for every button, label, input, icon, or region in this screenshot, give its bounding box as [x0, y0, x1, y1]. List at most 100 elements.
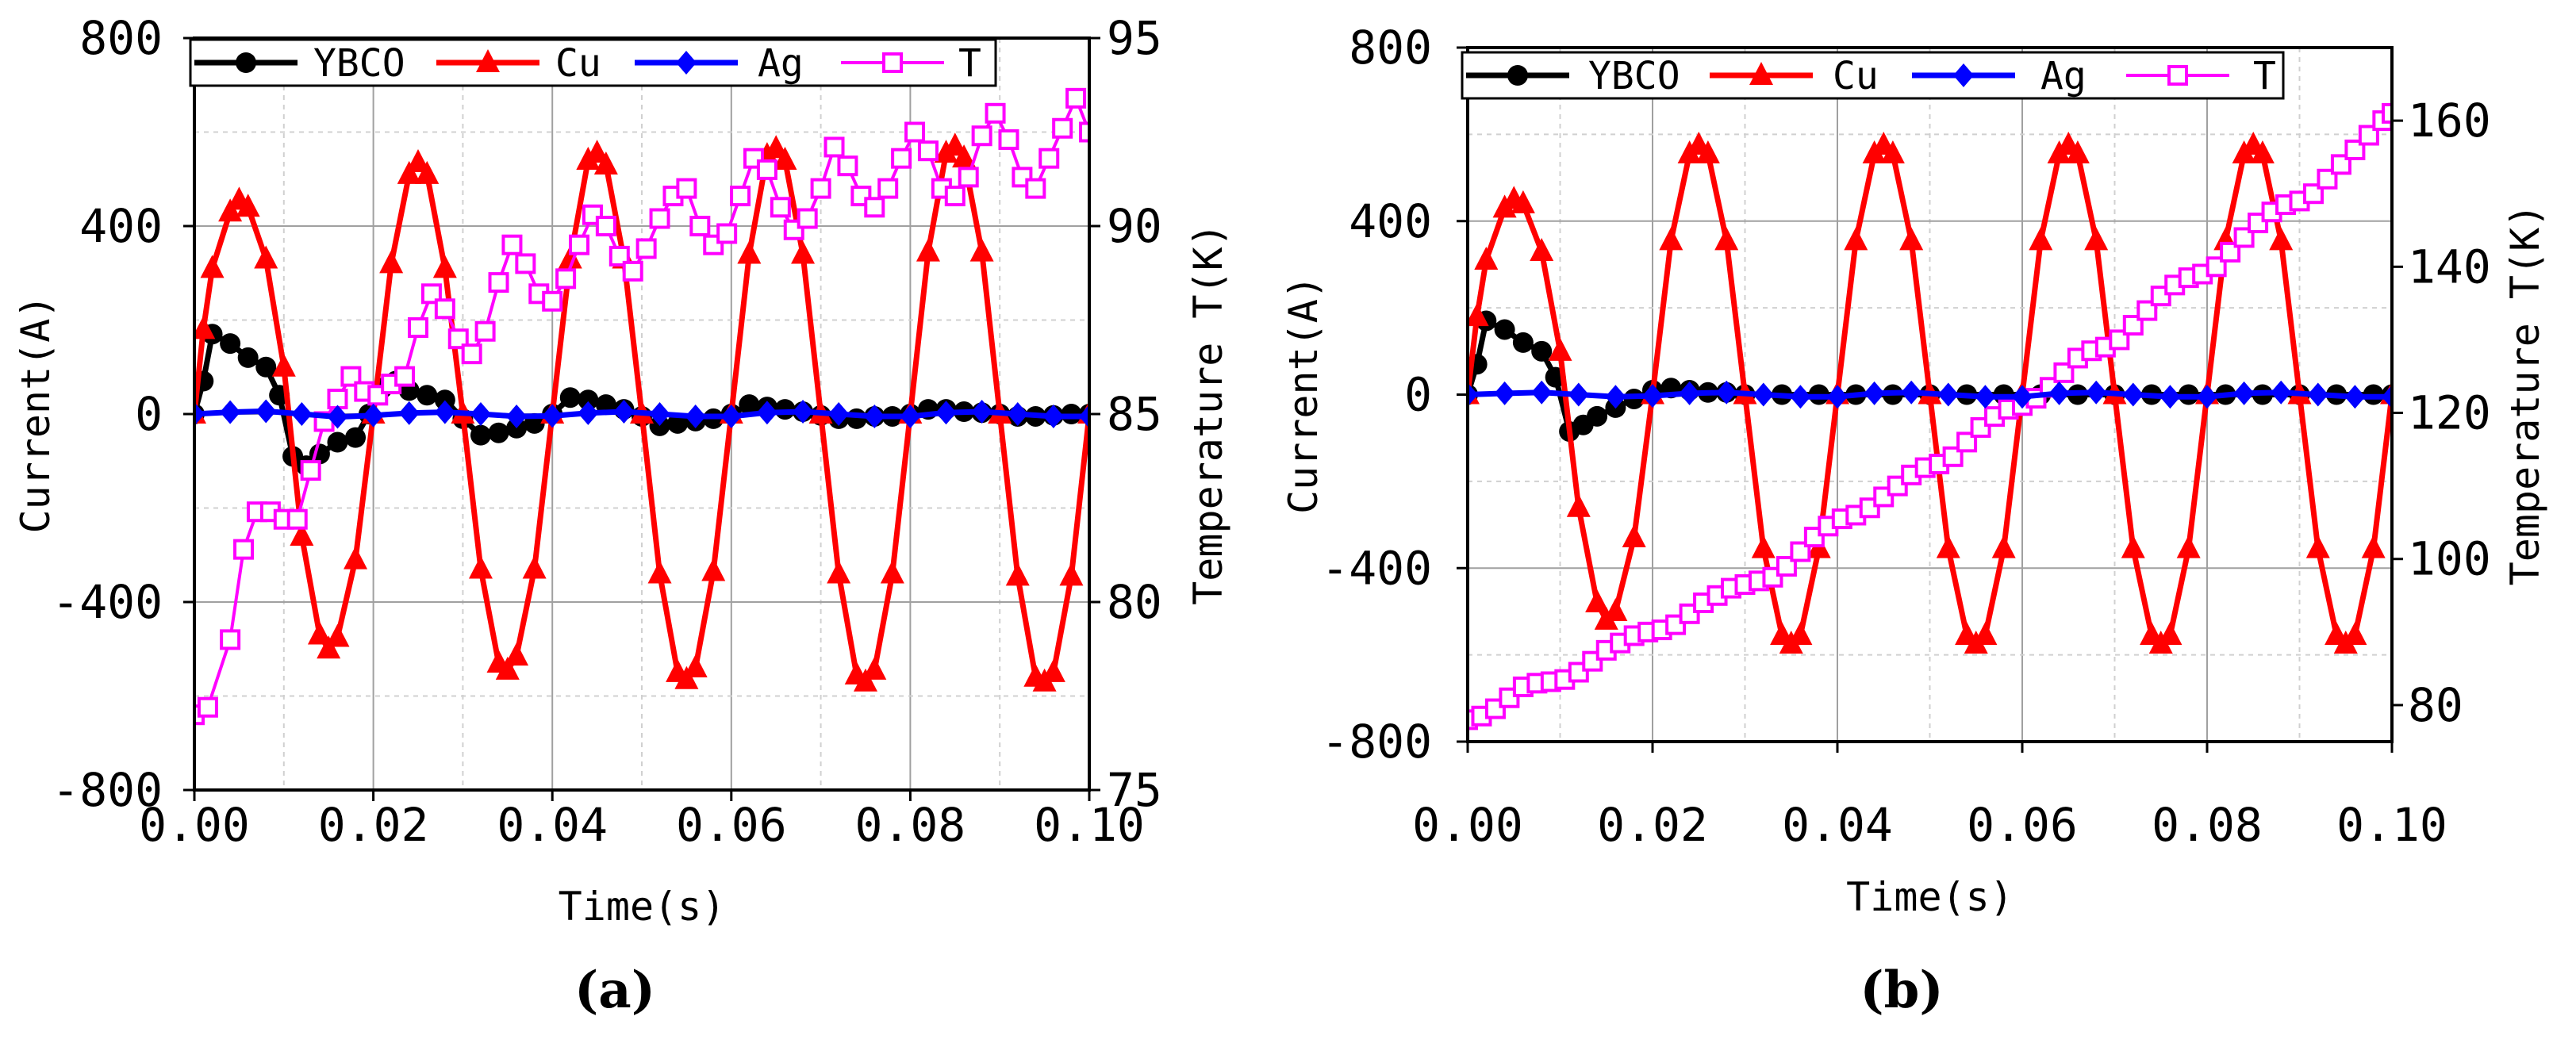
legend-item-ybco: YBCO — [194, 41, 405, 86]
data-point-t — [488, 272, 509, 293]
data-point-cu — [2176, 535, 2201, 558]
y2-tick-label: 90 — [1107, 199, 1162, 253]
data-point-t — [300, 460, 321, 481]
data-point-t — [286, 508, 308, 530]
y-tick-label: 0 — [135, 387, 163, 441]
data-point-t — [461, 343, 482, 365]
data-point-cu — [916, 238, 940, 262]
data-point-ybco — [220, 333, 241, 355]
data-point-t — [904, 121, 926, 143]
legend-item-t: T — [2126, 54, 2276, 98]
data-point-cu — [344, 546, 368, 570]
data-point-ag — [255, 399, 277, 424]
data-point-ag — [1531, 380, 1553, 405]
data-point-ag — [1494, 381, 1515, 405]
x-tick-label: 0.08 — [855, 798, 966, 852]
data-point-cu — [1059, 562, 1084, 586]
data-point-cu — [2361, 535, 2386, 558]
legend-swatch-marker — [2167, 65, 2188, 86]
data-point-ag — [363, 403, 384, 428]
data-point-ag — [1079, 404, 1089, 428]
data-point-cu — [236, 194, 260, 217]
legend-label: T — [958, 41, 981, 86]
data-point-ybco — [327, 431, 348, 453]
x-tick-label: 0.06 — [676, 798, 787, 852]
data-point-cu — [325, 623, 350, 647]
legend-item-cu: Cu — [436, 41, 601, 86]
series-t — [1468, 102, 2392, 731]
data-point-cu — [1548, 337, 1572, 361]
data-point-t — [1052, 117, 1073, 139]
data-point-t — [716, 223, 738, 244]
data-point-cu — [2065, 140, 2090, 163]
tick-labels: 0.00 0.02 0.04 0.06 0.08 0.10 800 400 0 -400 -800 1… — [1321, 21, 2490, 852]
legend-item-ag: Ag — [635, 41, 804, 86]
series-ag — [194, 399, 1089, 429]
legend-swatch-marker — [476, 49, 500, 72]
data-point-ag — [220, 400, 241, 424]
data-point-ag — [1753, 382, 1774, 407]
data-point-cu — [495, 656, 520, 680]
data-point-t — [555, 268, 577, 290]
data-point-cu — [1936, 535, 1960, 558]
data-point-cu — [505, 642, 529, 666]
data-point-ag — [2048, 381, 2070, 405]
legend: YBCO Cu Ag T — [1461, 51, 2285, 100]
data-point-t — [608, 245, 630, 267]
data-point-t — [823, 136, 845, 158]
data-point-t — [891, 148, 912, 169]
data-point-t — [810, 178, 831, 199]
x-tick-label: 0.04 — [1782, 798, 1893, 852]
data-point-t — [730, 186, 751, 207]
data-point-cu — [1530, 238, 1554, 262]
data-point-t — [837, 155, 858, 177]
data-point-cu — [1585, 589, 1610, 612]
data-point-cu — [827, 560, 851, 584]
plot-area — [194, 87, 1089, 726]
data-point-t — [2382, 102, 2392, 124]
y2-tick-label: 160 — [2408, 94, 2491, 148]
data-point-t — [649, 208, 670, 229]
x-tick-label: 0.04 — [497, 798, 608, 852]
data-point-cu — [1474, 246, 1499, 270]
data-point-ag — [1975, 385, 1996, 409]
y-tick-label: -800 — [1321, 715, 1432, 769]
data-point-t — [944, 186, 966, 207]
data-point-cu — [1566, 493, 1591, 517]
data-point-ag — [398, 401, 420, 425]
legend-label: Cu — [555, 41, 601, 86]
data-point-cu — [218, 198, 243, 222]
data-point-cu — [2121, 535, 2145, 558]
data-point-cu — [1622, 524, 1646, 547]
data-point-ag — [1642, 384, 1663, 408]
data-point-t — [770, 197, 791, 218]
data-point-ybco — [255, 356, 277, 378]
data-point-t — [1079, 121, 1089, 143]
data-point-ag — [685, 404, 706, 428]
series-t — [194, 87, 1089, 726]
y-tick-label: -400 — [1321, 541, 1432, 595]
series-ag — [1468, 380, 2392, 409]
data-point-t — [595, 216, 616, 236]
data-point-cu — [1973, 622, 1998, 646]
data-point-ag — [756, 401, 777, 425]
y-tick-label: -800 — [52, 763, 163, 817]
y2-tick-label: 80 — [1107, 575, 1162, 629]
data-point-cu — [317, 635, 341, 659]
legend-swatch-marker — [676, 51, 697, 75]
data-point-t — [797, 208, 818, 229]
data-point-ag — [194, 402, 205, 426]
x-tick-label: 0.00 — [139, 798, 250, 852]
x-tick-label: 0.08 — [2152, 798, 2263, 852]
data-point-ag — [1007, 402, 1028, 426]
data-point-ybco — [417, 385, 438, 406]
y2-tick-label: 75 — [1107, 763, 1162, 817]
data-point-cu — [1714, 227, 1739, 251]
data-point-cu — [1899, 227, 1924, 251]
y-tick-label: 0 — [1404, 368, 1432, 422]
data-point-t — [689, 216, 711, 236]
legend-label: YBCO — [1588, 54, 1680, 98]
x-tick-label: 0.10 — [2336, 798, 2447, 852]
data-point-cu — [415, 160, 440, 184]
data-point-cu — [2343, 622, 2367, 646]
